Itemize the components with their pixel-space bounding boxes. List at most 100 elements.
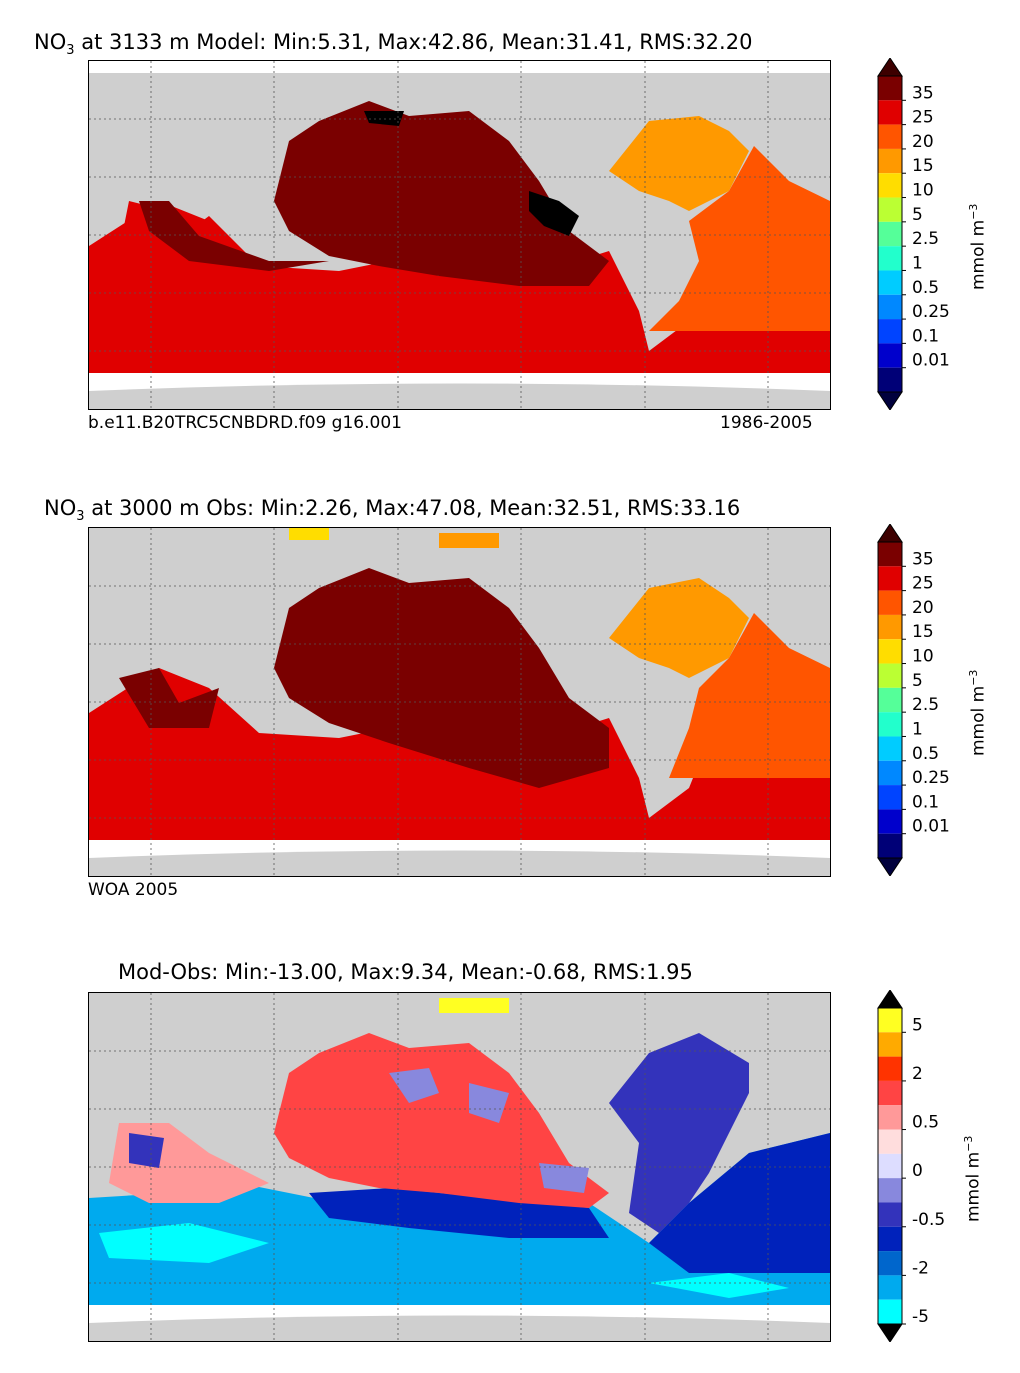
colorbar-segment (878, 221, 902, 247)
colorbar-tick-label: 2.5 (912, 695, 939, 715)
colorbar-2: 35 25 20 15 10 5 2.5 1 0.5 0.25 0.1 0.01 (877, 524, 950, 876)
colorbar-tick-label: 0.25 (912, 302, 950, 322)
colorbar-segment (878, 614, 902, 640)
colorbar-segment (878, 319, 902, 344)
colorbar-segment (878, 1056, 902, 1081)
colorbar-tick-label: -0.5 (912, 1210, 945, 1230)
colorbar-2-label: mmol m−3 (967, 669, 989, 756)
graticule (89, 528, 830, 876)
colorbar-segment (878, 590, 902, 615)
colorbar-tick-label: 35 (912, 83, 934, 103)
colorbar-tick-label: -2 (912, 1258, 929, 1278)
colorbar-tick-label: 0.5 (912, 1113, 939, 1133)
black-patch (529, 191, 579, 236)
colorbar-extend-bottom (877, 857, 903, 876)
colorbar-tick-label: 0.01 (912, 817, 950, 837)
colorbar-tick-label: -5 (912, 1307, 929, 1327)
panel-2-caption-left: WOA 2005 (88, 880, 179, 900)
colorbar-segment (878, 809, 902, 834)
ocean-north-pacific (274, 1033, 609, 1208)
colorbar-tick-label: 15 (912, 156, 934, 176)
colorbar-segment (878, 1105, 902, 1130)
colorbar-extend-bottom (877, 1323, 903, 1342)
colorbar-segment (878, 197, 902, 222)
colorbar-segment (878, 173, 902, 198)
ocean-south-atlantic (649, 146, 830, 331)
panel-1-caption-left: b.e11.B20TRC5CNBDRD.f09 g16.001 (88, 413, 402, 433)
colorbar-segment (878, 785, 902, 810)
panel-1-caption-right: 1986-2005 (720, 413, 813, 433)
colorbar-segment (878, 1008, 902, 1033)
colorbar-tick-label: 20 (912, 598, 934, 618)
colorbar-tick-label: 1 (912, 253, 923, 273)
colorbar-tick-label: 0.5 (912, 278, 939, 298)
colorbar-tick-label: 0 (912, 1161, 923, 1181)
model-map-svg (89, 61, 830, 409)
colorbar-tick-label: 35 (912, 549, 934, 569)
colorbar-tick-label: 2.5 (912, 229, 939, 249)
black-patch-north (364, 111, 404, 126)
panel-3-title: Mod-Obs: Min:-13.00, Max:9.34, Mean:-0.6… (118, 960, 693, 984)
ocean-north-atlantic (609, 116, 749, 211)
ocean-south (89, 201, 830, 373)
colorbar-outline (877, 1007, 903, 1325)
colorbar-segment (878, 1129, 902, 1154)
difference-map-svg (89, 993, 830, 1341)
colorbar-tick-label: 10 (912, 181, 934, 201)
arctic-orange (439, 533, 499, 548)
colorbar-segment (878, 1202, 902, 1227)
colorbar-3-label: mmol m−3 (962, 1135, 984, 1222)
panel-2-title: NO3 at 3000 m Obs: Min:2.26, Max:47.08, … (44, 496, 741, 525)
antarctica (89, 1315, 830, 1341)
ocean-pacific (274, 568, 609, 788)
colorbar-segment (878, 566, 902, 591)
ocean-pacific-purple-3 (539, 1163, 589, 1193)
colorbar-tick-label: 2 (912, 1064, 923, 1084)
colorbar-tick-label: 0.01 (912, 351, 950, 371)
ocean-southern-cyan (99, 1223, 269, 1263)
colorbar-segment (878, 542, 902, 567)
colorbar-segment (878, 270, 902, 295)
colorbar-tick-label: 25 (912, 108, 934, 128)
graticule (89, 61, 830, 409)
colorbar-segment (878, 1032, 902, 1057)
colorbar-tick-label: 25 (912, 574, 934, 594)
colorbar-tick-label: 0.1 (912, 792, 939, 812)
colorbar-segment (878, 1178, 902, 1203)
colorbar-segment (878, 833, 902, 858)
model-map (88, 60, 831, 410)
colorbar-segment (878, 100, 902, 125)
colorbar-segment (878, 367, 902, 392)
arctic-yellow (439, 998, 509, 1013)
colorbar-segment (878, 1153, 902, 1179)
difference-map (88, 992, 831, 1342)
colorbar-segment (878, 294, 902, 320)
colorbar-extend-top (877, 58, 903, 77)
ocean-atlantic-south (649, 1133, 830, 1273)
colorbar-segment (878, 1080, 902, 1106)
colorbar-segment (878, 760, 902, 786)
ocean-north-pacific (274, 101, 609, 286)
antarctica (89, 383, 830, 409)
colorbar-tick-label: 15 (912, 622, 934, 642)
colorbar-segment (878, 246, 902, 271)
arctic-white (89, 61, 830, 73)
colorbar-segment (878, 736, 902, 761)
colorbar-segment (878, 1299, 902, 1324)
ocean-indian-blue (129, 1133, 164, 1168)
colorbar-outline (877, 75, 903, 393)
colorbar-segment (878, 343, 902, 368)
arctic-yellow (289, 528, 329, 540)
panel-1-title: NO3 at 3133 m Model: Min:5.31, Max:42.86… (34, 30, 753, 59)
colorbar-tick-label: 5 (912, 1015, 923, 1035)
ocean-pacific-purple-2 (469, 1083, 509, 1123)
ocean-north-atlantic (609, 578, 749, 678)
ocean-indian-dark (139, 201, 329, 271)
colorbar-tick-label: 0.1 (912, 326, 939, 346)
ocean-pacific-purple-1 (389, 1068, 439, 1103)
colorbar-tick-label: 5 (912, 205, 923, 225)
colorbar-extend-top (877, 524, 903, 543)
antarctica (89, 850, 830, 876)
colorbar-tick-label: 5 (912, 671, 923, 691)
colorbar-segment (878, 712, 902, 737)
